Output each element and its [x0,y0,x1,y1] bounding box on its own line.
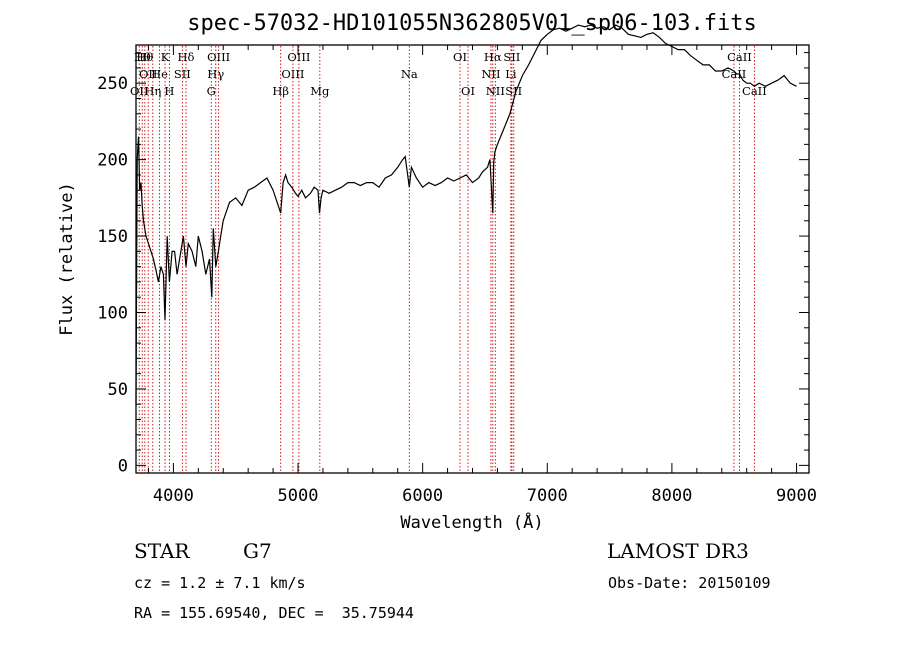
x-tick-label: 5000 [278,486,319,506]
marker-label: OIII [287,50,310,64]
marker-label: Hθ [136,50,153,64]
marker-label: NII [486,84,505,98]
redshift-info: cz = 1.2 ± 7.1 km/s [134,574,306,592]
y-tick-label: 100 [97,304,128,324]
x-tick-label: 4000 [153,486,194,506]
chart-title: spec-57032-HD101055N362805V01_sp06-103.f… [187,11,757,36]
x-tick-label: 8000 [651,486,692,506]
y-tick-label: 0 [118,456,128,476]
marker-label: SII [174,67,191,81]
marker-label: SII [503,50,520,64]
marker-label: Na [401,67,418,81]
coordinates: RA = 155.69540, DEC = 35.75944 [134,604,414,622]
marker-label: OII [139,67,158,81]
marker-label: Hβ [272,84,289,98]
marker-label: CaII [722,67,747,81]
marker-label: K [161,50,170,64]
spectral-line-markers [138,46,755,472]
survey-name: LAMOST DR3 [607,539,749,563]
y-tick-label: 150 [97,227,128,247]
marker-label: OI [453,50,467,64]
obs-date: Obs-Date: 20150109 [608,574,771,592]
y-axis-ticks: 0 50 100 150 200 250 [97,52,809,476]
spectrum-line [135,24,797,405]
marker-label: Hδ [177,50,194,64]
y-axis-label: Flux (relative) [57,182,77,336]
marker-label: H [164,84,174,98]
marker-label: OI [461,84,475,98]
marker-label: Hθ [134,50,151,64]
marker-label: OIII [281,67,304,81]
marker-label: OIII [207,50,230,64]
marker-label: G [207,84,216,98]
marker-label: CaII [727,50,752,64]
y-tick-label: 250 [97,74,128,94]
marker-label: He [151,67,168,81]
y-tick-label: 50 [108,380,128,400]
marker-label: Mg [310,84,330,98]
spectral-line-labels: OIIHθHθOIIHηHeKHSIIHδGHγOIIIHβOIIIOIIIMg… [130,50,767,98]
x-axis-label: Wavelength (Å) [400,511,543,533]
object-subclass: G7 [243,539,272,563]
marker-label: Li [505,67,517,81]
x-tick-label: 9000 [776,486,817,506]
marker-label: NII [481,67,500,81]
object-class: STAR [134,539,190,563]
marker-label: Hα [484,50,502,64]
marker-label: SII [505,84,522,98]
x-tick-label: 6000 [402,486,443,506]
marker-label: OII [130,84,149,98]
x-axis-ticks: 4000 5000 6000 7000 8000 9000 [147,45,817,506]
marker-label: Hη [144,84,161,98]
y-tick-label: 200 [97,151,128,171]
marker-label: CaII [742,84,767,98]
x-tick-label: 7000 [527,486,568,506]
marker-label: Hγ [207,67,224,81]
plot-frame [135,44,810,474]
